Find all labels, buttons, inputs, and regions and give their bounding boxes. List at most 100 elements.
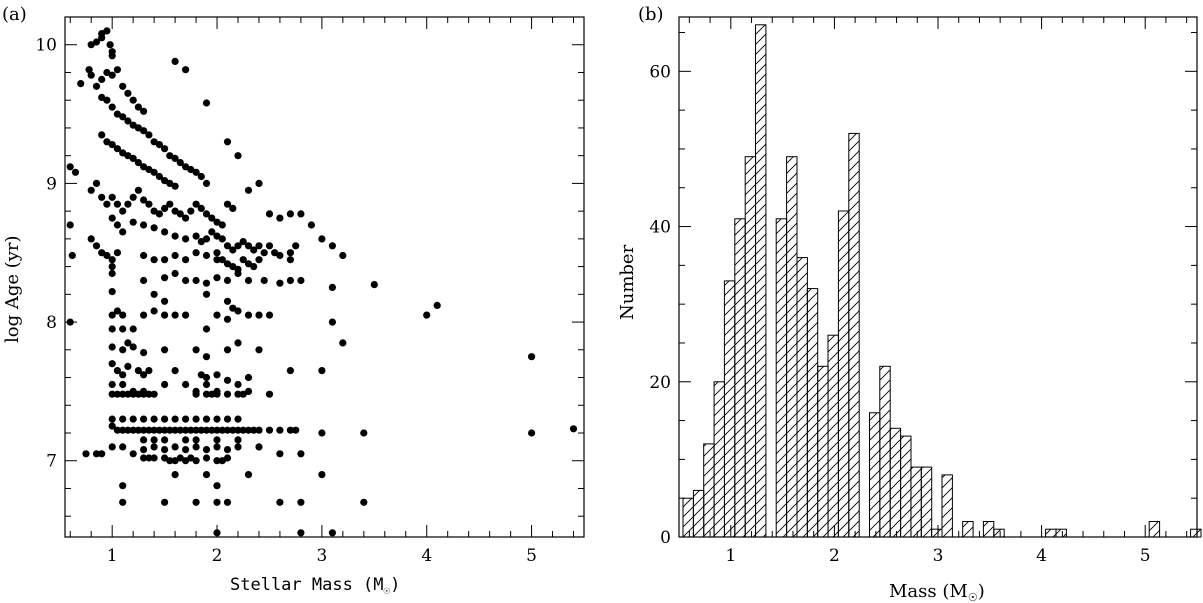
scatter-point <box>98 131 106 139</box>
scatter-point <box>176 159 184 167</box>
scatter-point <box>92 82 101 90</box>
scatter-point <box>119 380 127 389</box>
y-tick-label: 20 <box>649 373 671 393</box>
scatter-point <box>166 426 174 434</box>
scatter-point <box>234 415 242 423</box>
scatter-point <box>98 75 106 83</box>
scatter-point <box>171 443 179 451</box>
scatter-point <box>197 204 205 212</box>
panel-a-label: (a) <box>2 4 27 25</box>
scatter-point <box>244 373 253 382</box>
scatter-point <box>155 141 163 149</box>
scatter-point <box>202 380 211 389</box>
scatter-point <box>113 249 121 257</box>
scatter-point <box>265 426 274 434</box>
scatter-point <box>150 138 158 146</box>
histogram-bar <box>827 334 839 538</box>
scatter-point <box>276 214 284 222</box>
histogram-bar <box>806 288 819 538</box>
scatter-point <box>140 251 148 260</box>
scatter-point <box>307 221 315 229</box>
scatter-point <box>140 349 148 357</box>
scatter-point <box>328 283 336 291</box>
panel-a-xlabel: Stellar Mass (M☉) <box>230 575 400 597</box>
scatter-point <box>98 450 106 458</box>
scatter-point <box>208 214 216 222</box>
scatter-point <box>108 263 116 271</box>
scatter-point <box>218 221 226 229</box>
scatter-point <box>161 436 169 444</box>
scatter-point <box>140 454 148 462</box>
scatter-point <box>286 426 294 434</box>
scatter-point <box>87 186 95 194</box>
scatter-point <box>129 154 137 162</box>
scatter-point <box>182 276 190 285</box>
scatter-point <box>223 297 232 305</box>
scatter-point <box>113 200 121 208</box>
scatter-point <box>202 210 211 218</box>
scatter-point <box>218 426 226 434</box>
scatter-point <box>108 443 116 451</box>
scatter-point <box>145 131 153 139</box>
x-tick-label: 5 <box>1140 546 1151 566</box>
y-tick-label: 9 <box>46 174 57 194</box>
scatter-point <box>297 210 305 218</box>
scatter-point <box>134 367 142 375</box>
scatter-point <box>171 471 179 479</box>
y-tick-label: 10 <box>35 36 57 56</box>
scatter-point <box>140 127 148 135</box>
scatter-point <box>161 204 169 212</box>
scatter-point <box>244 242 253 250</box>
scatter-point <box>171 269 179 278</box>
scatter-point <box>124 200 132 208</box>
scatter-point <box>244 426 253 434</box>
scatter-point <box>103 68 111 77</box>
scatter-point <box>108 311 116 319</box>
scatter-point <box>528 353 536 361</box>
panel-b-xlabel: Mass (M☉) <box>889 581 985 603</box>
scatter-point <box>119 325 127 333</box>
scatter-point <box>223 498 232 506</box>
scatter-point <box>223 454 232 462</box>
scatter-point <box>140 446 148 454</box>
scatter-point <box>255 311 263 319</box>
scatter-point <box>223 260 232 268</box>
scatter-point <box>129 325 137 333</box>
scatter-point <box>119 346 127 354</box>
histogram-bar <box>889 427 902 538</box>
scatter-point <box>140 196 148 204</box>
scatter-point <box>192 457 200 465</box>
scatter-point <box>213 311 221 319</box>
histogram-bar <box>910 466 922 538</box>
scatter-point <box>528 429 536 437</box>
scatter-point <box>286 367 294 375</box>
histogram-bar <box>713 381 725 538</box>
histogram-bar <box>869 412 881 538</box>
scatter-point <box>176 210 184 218</box>
scatter-point <box>150 443 158 451</box>
scatter-point <box>255 346 263 354</box>
histogram-bar <box>703 443 715 538</box>
scatter-point <box>213 482 221 490</box>
scatter-point <box>134 103 142 111</box>
scatter-point <box>218 256 226 264</box>
scatter-point <box>223 426 232 434</box>
scatter-point <box>150 307 158 315</box>
scatter-point <box>92 242 101 250</box>
scatter-point <box>119 426 127 434</box>
scatter-point <box>202 290 211 298</box>
scatter-point <box>213 457 221 465</box>
scatter-point <box>182 214 190 222</box>
scatter-point <box>150 207 158 215</box>
scatter-point <box>87 71 95 79</box>
x-tick-label: 4 <box>421 546 432 566</box>
scatter-point <box>103 200 111 208</box>
scatter-point <box>202 251 211 260</box>
scatter-point <box>286 210 294 218</box>
scatter-point <box>297 450 305 458</box>
scatter-point <box>244 387 253 395</box>
scatter-point <box>223 446 232 454</box>
scatter-point <box>171 232 179 240</box>
scatter-point <box>129 450 137 458</box>
scatter-point <box>234 152 242 160</box>
